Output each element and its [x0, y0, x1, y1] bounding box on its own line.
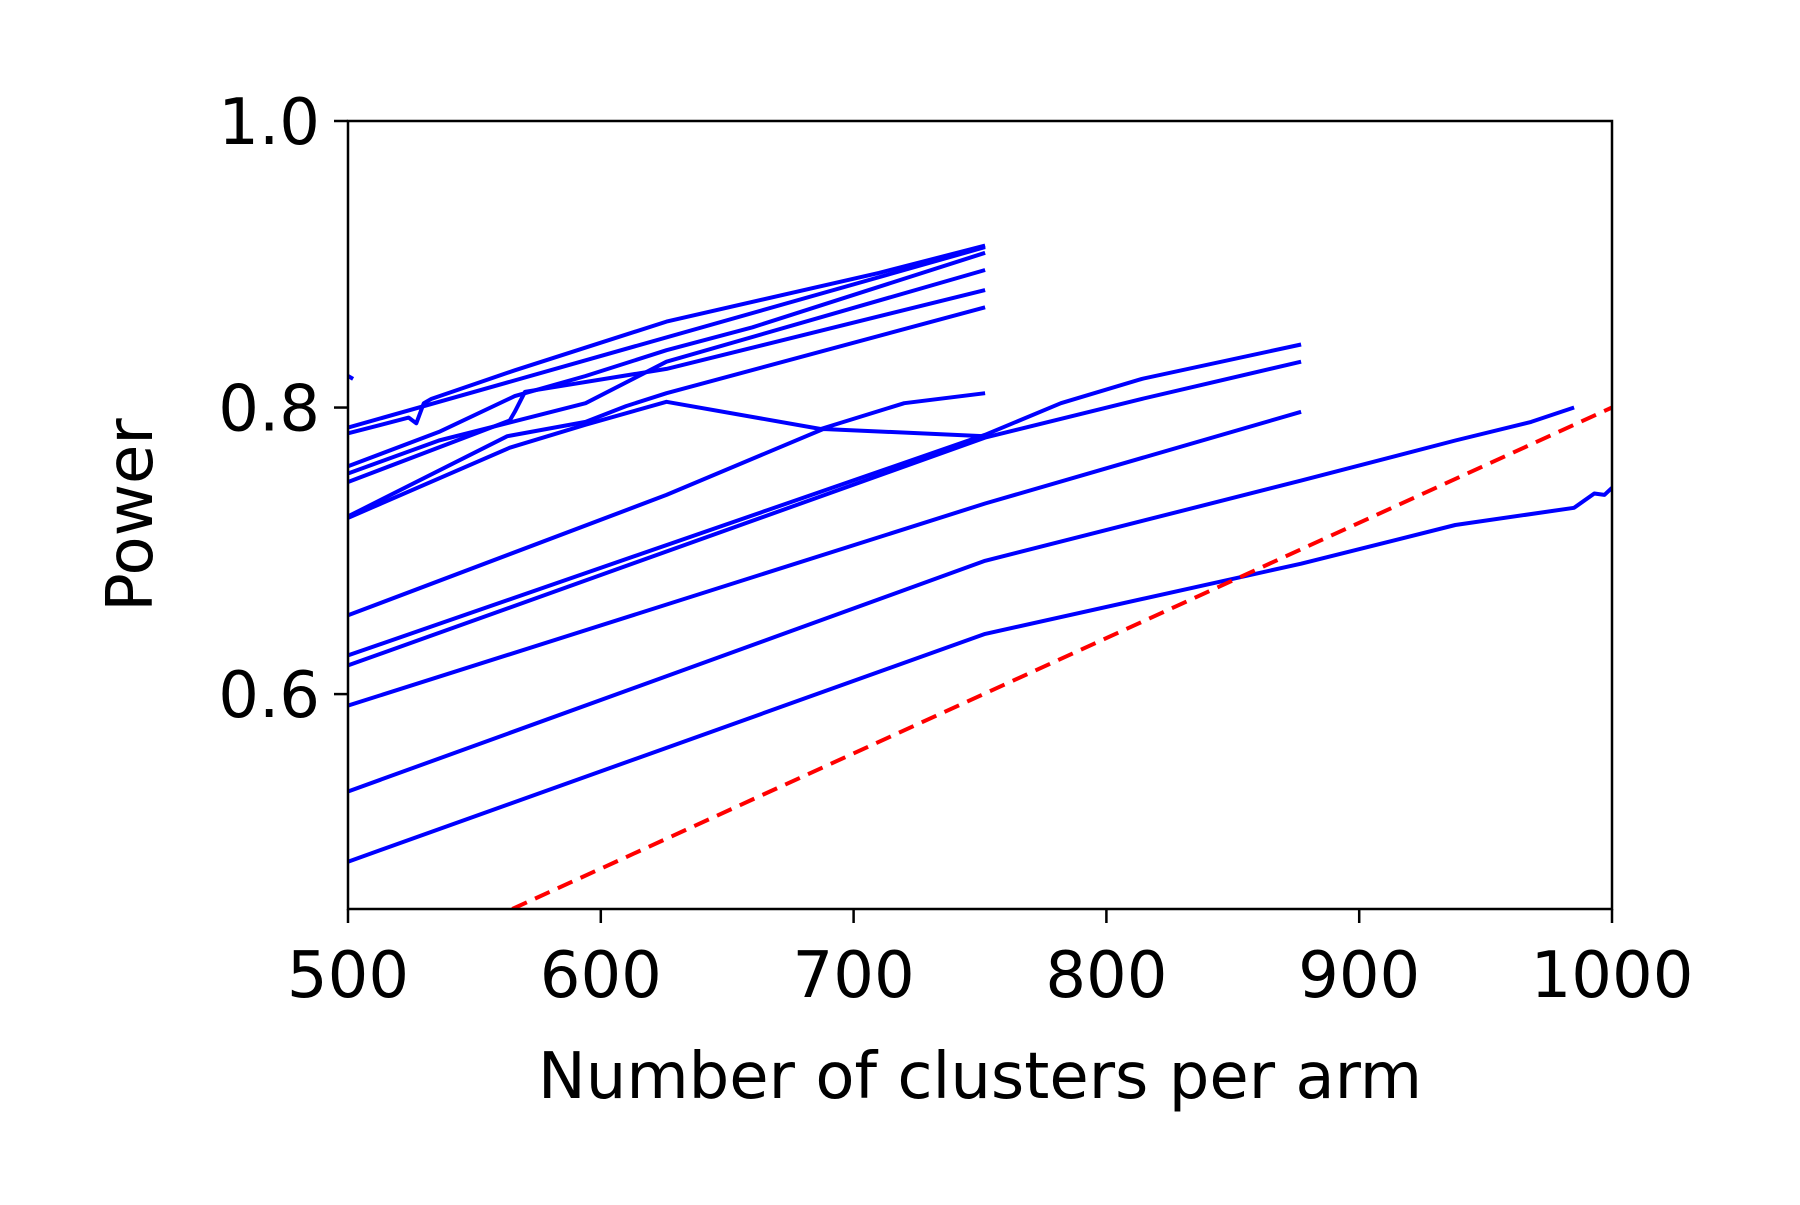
series-layer: [348, 243, 1612, 909]
series-line-3: [348, 250, 986, 469]
y-tick-label: 1.0: [218, 86, 320, 160]
series-line-11: [348, 409, 1302, 708]
y-tick-label: 0.8: [218, 373, 320, 447]
series-line-9: [348, 342, 1302, 658]
x-tick-label: 1000: [1531, 939, 1694, 1013]
series-line-2: [348, 243, 986, 436]
x-tick-label: 500: [287, 939, 409, 1013]
x-tick-label: 700: [793, 939, 915, 1013]
y-tick-label: 0.6: [218, 659, 320, 733]
series-line-13: [348, 486, 1612, 864]
y-axis-label: Power: [94, 418, 168, 612]
series-line-5: [348, 288, 986, 484]
x-tick-label: 900: [1298, 939, 1420, 1013]
reference-dashed-line: [511, 405, 1612, 909]
series-line-1: [348, 245, 986, 430]
x-tick-label: 800: [1045, 939, 1167, 1013]
series-line-7: [348, 391, 986, 520]
plot-area-frame: [346, 119, 1614, 911]
x-tick-label: 600: [540, 939, 662, 1013]
tick-layer: 500 600 700 800 900 1000 0.6 0.8 1.0: [218, 86, 1693, 1013]
series-line-8: [348, 427, 986, 618]
x-axis-label: Number of clusters per arm: [538, 1040, 1422, 1114]
series-line-12: [348, 405, 1575, 794]
series-line-6: [348, 305, 986, 519]
series-line-4: [348, 268, 986, 476]
series-line-10: [348, 359, 1302, 668]
